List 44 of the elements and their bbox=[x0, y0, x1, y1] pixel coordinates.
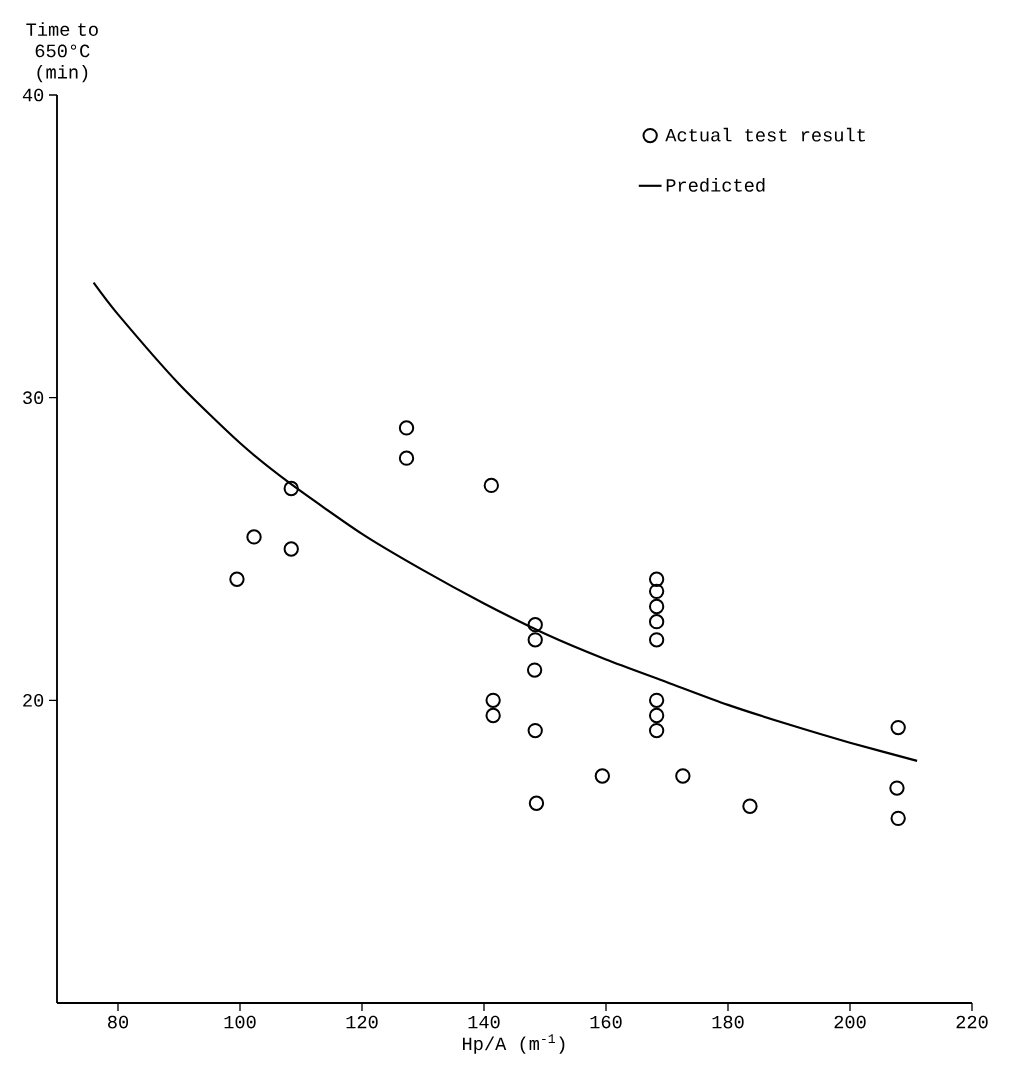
point bbox=[483, 477, 499, 494]
x-tick-label: 200 bbox=[834, 1015, 866, 1029]
point bbox=[648, 632, 665, 648]
point bbox=[485, 707, 501, 724]
point bbox=[742, 798, 758, 814]
x-axis-title: Hp/A (m$^{-1}$) bbox=[463, 1034, 565, 1054]
x-tick-label: 80 bbox=[108, 1015, 129, 1029]
point bbox=[283, 480, 299, 497]
point bbox=[229, 571, 245, 587]
point bbox=[527, 617, 543, 633]
point bbox=[889, 780, 905, 796]
x-tick-label: 160 bbox=[590, 1015, 622, 1029]
point bbox=[398, 450, 415, 466]
point bbox=[527, 722, 543, 739]
point bbox=[890, 810, 906, 827]
point bbox=[283, 541, 299, 557]
point bbox=[526, 662, 543, 678]
x-tick-label: 100 bbox=[224, 1015, 256, 1029]
point bbox=[527, 632, 543, 648]
y-tick-label: 30 bbox=[23, 391, 44, 405]
point bbox=[594, 768, 610, 784]
point bbox=[648, 692, 665, 708]
y-tick-label: 20 bbox=[23, 694, 44, 707]
point bbox=[648, 583, 665, 600]
point bbox=[675, 768, 691, 784]
point bbox=[528, 795, 545, 811]
x-tick-label: 180 bbox=[712, 1015, 744, 1029]
point bbox=[890, 719, 906, 736]
point bbox=[648, 571, 665, 587]
point bbox=[485, 692, 501, 708]
legend-label: Actual test result bbox=[665, 127, 865, 142]
x-tick-label: 120 bbox=[346, 1015, 378, 1029]
legend-label: Predicted bbox=[666, 178, 765, 192]
y-axis-title: Time to 650°C (min) bbox=[26, 22, 98, 83]
point bbox=[648, 598, 665, 615]
line-series bbox=[92, 281, 919, 762]
y-tick-label: 40 bbox=[22, 88, 44, 102]
point bbox=[648, 613, 665, 630]
x-tick-label: 140 bbox=[468, 1015, 500, 1029]
point bbox=[398, 420, 415, 436]
point bbox=[246, 529, 262, 545]
point bbox=[648, 707, 665, 724]
point bbox=[648, 722, 665, 739]
x-tick-label: 220 bbox=[956, 1015, 988, 1029]
